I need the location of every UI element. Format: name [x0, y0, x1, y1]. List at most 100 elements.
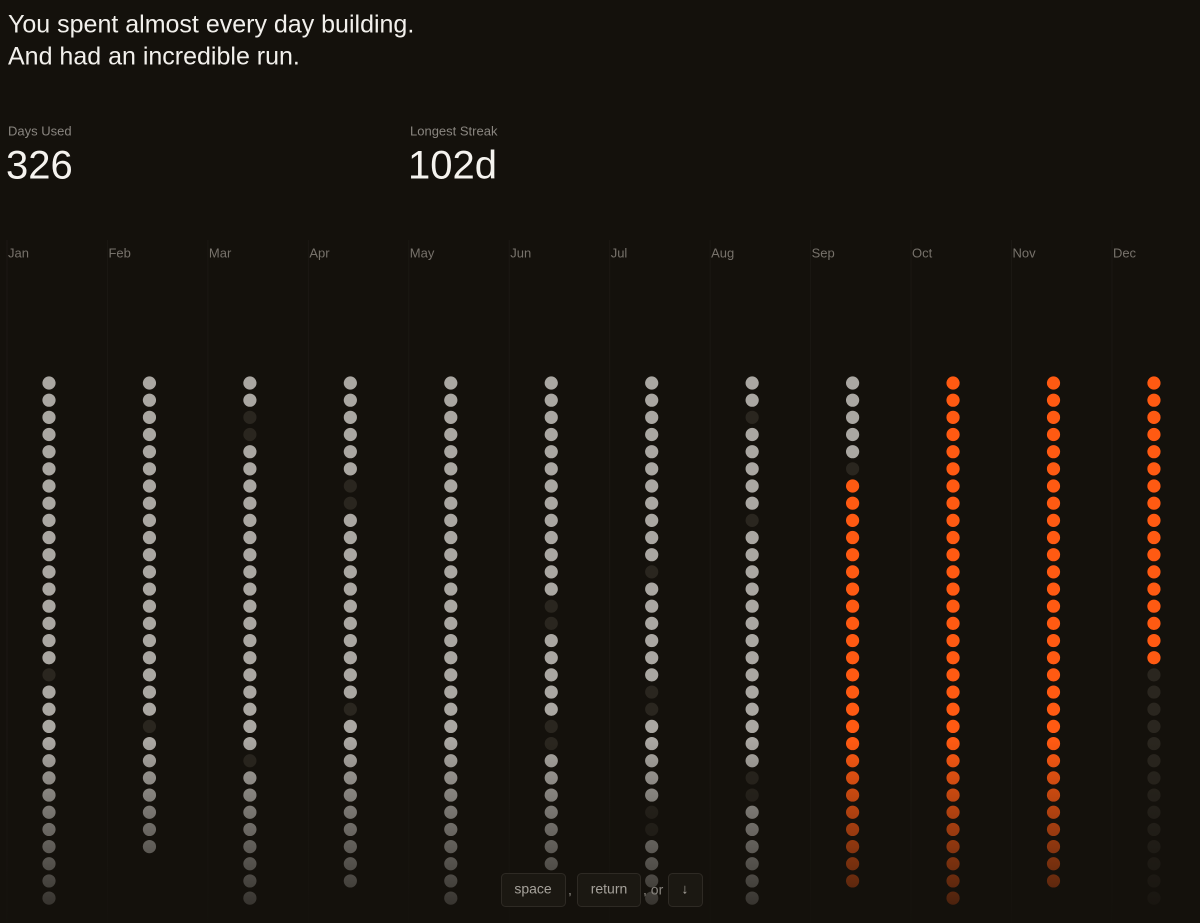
- day-dot: [745, 530, 759, 545]
- day-dot: [243, 599, 257, 613]
- day-dot: [745, 410, 759, 424]
- day-dot: [846, 496, 860, 510]
- day-dot: [1147, 410, 1161, 424]
- day-dot: [544, 462, 558, 476]
- day-dot: [343, 702, 357, 716]
- day-dot: [544, 582, 558, 596]
- day-dot: [745, 513, 759, 527]
- day-dot: [846, 410, 860, 424]
- day-dot: [544, 393, 558, 407]
- day-dot: [645, 410, 659, 424]
- day-dot: [142, 633, 157, 648]
- day-dot: [42, 462, 56, 476]
- day-dot: [745, 616, 759, 630]
- day-dot: [42, 427, 56, 442]
- day-dot: [1147, 462, 1161, 476]
- key[interactable]: [577, 873, 641, 907]
- day-dot: [645, 668, 659, 682]
- day-dot: [343, 530, 357, 545]
- day-dot: [42, 496, 56, 510]
- day-dot: [444, 616, 458, 630]
- day-dot: [1147, 719, 1161, 734]
- day-dot: [343, 651, 357, 665]
- day-dot: [1147, 427, 1161, 442]
- day-dot: [1046, 633, 1061, 648]
- day-dot: [1147, 513, 1161, 527]
- day-dot: [42, 702, 56, 716]
- day-dot: [846, 565, 860, 579]
- month-label: Aug: [711, 245, 734, 260]
- day-dot: [42, 565, 56, 579]
- day-dot: [745, 479, 759, 493]
- day-dot: [343, 582, 357, 596]
- key[interactable]: [668, 873, 703, 907]
- day-dot: [42, 410, 56, 424]
- day-dot: [1046, 616, 1061, 630]
- day-dot: [1046, 719, 1061, 734]
- day-dot: [343, 462, 357, 476]
- day-dot: [846, 393, 860, 407]
- day-dot: [1147, 702, 1161, 716]
- day-dot: [946, 616, 960, 630]
- day-dot: [946, 651, 960, 665]
- day-dot: [142, 599, 157, 613]
- day-dot: [42, 668, 56, 682]
- day-dot: [444, 462, 458, 476]
- day-dot: [946, 685, 960, 699]
- day-dot: [1046, 651, 1061, 665]
- day-dot: [343, 513, 357, 527]
- day-dot: [243, 651, 257, 665]
- day-dot: [142, 565, 157, 579]
- day-dot: [1147, 651, 1161, 665]
- day-dot: [42, 479, 56, 493]
- day-dot: [544, 668, 558, 682]
- day-dot: [1147, 479, 1161, 493]
- day-dot: [343, 599, 357, 613]
- day-dot: [946, 633, 960, 648]
- day-dot: [946, 410, 960, 424]
- day-dot: [444, 427, 458, 442]
- day-dot: [846, 582, 860, 596]
- key-hint: space , return , or ↓: [501, 873, 703, 907]
- day-dot: [544, 565, 558, 579]
- headline: You spent almost every day building.: [8, 11, 414, 39]
- day-dot: [544, 513, 558, 527]
- day-dot: [645, 702, 659, 716]
- day-dot: [1147, 496, 1161, 510]
- day-dot: [946, 530, 960, 545]
- day-dot: [142, 668, 157, 682]
- day-dot: [444, 479, 458, 493]
- day-dot: [846, 685, 860, 699]
- day-dot: [343, 685, 357, 699]
- headline: And had an incredible run.: [8, 43, 300, 71]
- day-dot: [544, 599, 558, 613]
- day-dot: [243, 668, 257, 682]
- day-dot: [1046, 702, 1061, 716]
- day-dot: [243, 410, 257, 424]
- day-dot: [846, 633, 860, 648]
- day-dot: [846, 702, 860, 716]
- day-dot: [42, 376, 56, 390]
- day-dot: [444, 599, 458, 613]
- day-dot: [142, 427, 157, 442]
- key[interactable]: [501, 873, 566, 907]
- day-dot: [846, 479, 860, 493]
- key-label: ↓: [682, 881, 689, 897]
- day-dot: [243, 530, 257, 545]
- day-dot: [343, 565, 357, 579]
- day-dot: [745, 702, 759, 716]
- day-dot: [846, 548, 860, 562]
- day-dot: [946, 513, 960, 527]
- day-dot: [444, 582, 458, 596]
- key-label: space: [514, 881, 552, 897]
- day-dot: [846, 668, 860, 682]
- day-dot: [544, 548, 558, 562]
- month-label: Jul: [611, 245, 628, 260]
- day-dot: [142, 685, 157, 699]
- day-dot: [1046, 548, 1061, 562]
- day-dot: [142, 479, 157, 493]
- day-dot: [243, 445, 257, 459]
- day-dot: [243, 582, 257, 596]
- day-dot: [142, 462, 157, 476]
